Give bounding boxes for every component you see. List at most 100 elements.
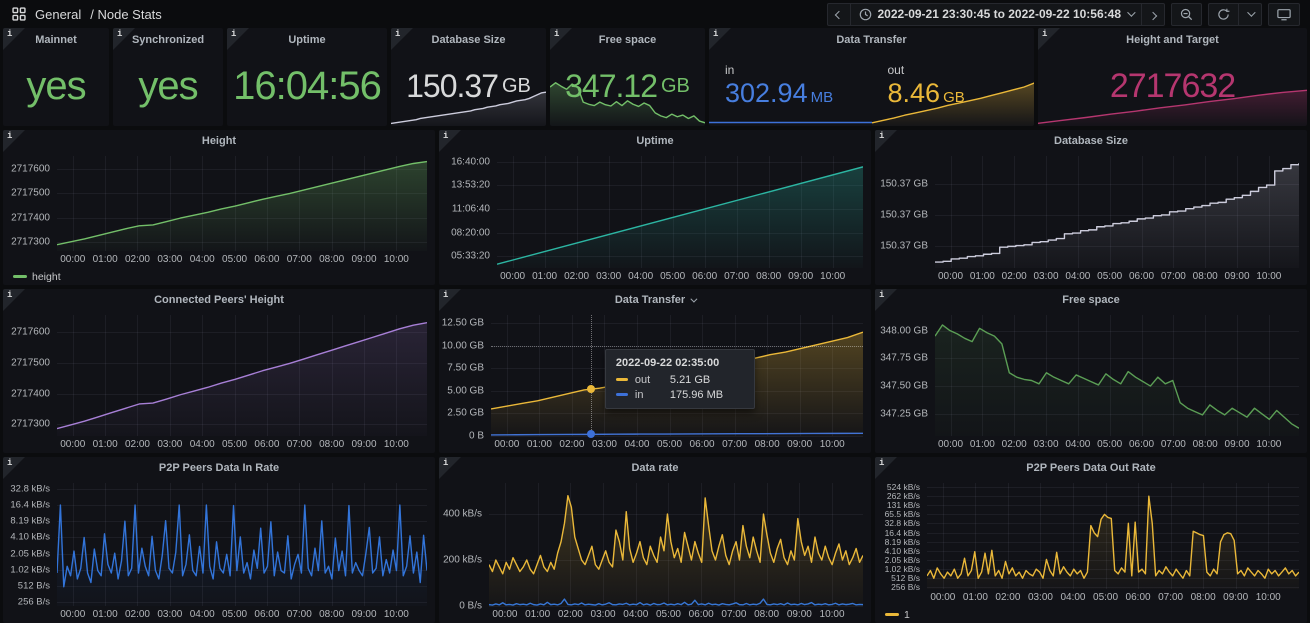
legend-item[interactable]: height	[13, 271, 61, 283]
time-shift-forward-button[interactable]	[1141, 2, 1165, 26]
panel-p2p-data-out-rate: i P2P Peers Data Out Rate 256 B/s 512 B/s…	[875, 457, 1307, 623]
x-axis-tick-label: 01:00	[525, 609, 551, 620]
stat-title: Synchronized	[131, 34, 205, 46]
panel-data-rate: i Data rate 0 B/s 200 kB/s 400 kB/s 00:00 01…	[439, 457, 871, 623]
legend-swatch	[885, 613, 899, 617]
y-axis-tick-label: 200 kB/s	[443, 554, 482, 566]
stat-title: Free space	[598, 34, 657, 46]
x-axis-tick-label: 03:00	[591, 439, 617, 450]
panel-title[interactable]: P2P Peers Data Out Rate	[1026, 462, 1156, 474]
x-axis-tick-label: 02:00	[995, 592, 1021, 603]
x-axis-tick-label: 01:00	[532, 271, 558, 282]
x-axis-tick-label: 07:00	[722, 439, 748, 450]
x-axis-tick-label: 00:00	[938, 271, 964, 282]
stat-value: 16:04:56	[233, 63, 382, 108]
stat-unit: GB	[943, 89, 965, 106]
panel-info-icon[interactable]: i	[439, 457, 461, 479]
x-axis-tick-label: 06:00	[692, 271, 718, 282]
refresh-interval-dropdown[interactable]	[1238, 2, 1262, 26]
panel-title[interactable]: P2P Peers Data In Rate	[158, 462, 280, 474]
p2p-out-rate-plot: 256 B/s 512 B/s 1.02 kB/s 2.05 kB/s 4.10 kB/…	[875, 479, 1307, 606]
panel-info-icon[interactable]: i	[709, 28, 731, 50]
panel-info-icon[interactable]: i	[439, 130, 461, 152]
p2p-in-rate-plot: 256 B/s 512 B/s 1.02 kB/s 2.05 kB/s 4.10 kB/…	[3, 479, 435, 623]
y-axis-tick-label: 150.37 GB	[880, 240, 928, 252]
panel-info-icon[interactable]: i	[227, 28, 249, 50]
breadcrumb-page[interactable]: / Node Stats	[90, 6, 162, 22]
y-axis-tick-label: 12.50 GB	[441, 317, 484, 329]
x-axis-tick-label: 02:00	[1001, 439, 1027, 450]
y-axis-tick-label: 11:06:40	[451, 203, 490, 215]
x-axis-tick-label: 07:00	[1158, 592, 1184, 603]
chart-legend: 1	[875, 606, 1307, 623]
panel-info-icon[interactable]: i	[875, 457, 897, 479]
panel-title[interactable]: Data rate	[631, 462, 679, 474]
y-axis-tick-label: 2.05 kB/s	[884, 554, 920, 565]
data-transfer-plot: 2022-09-22 02:35:00 out 5.21 GB in 175.96 …	[439, 311, 871, 453]
refresh-button[interactable]	[1208, 2, 1238, 26]
y-axis-tick-label: 0 B/s	[459, 600, 482, 612]
x-axis-tick-label: 02:00	[124, 254, 150, 265]
panel-info-icon[interactable]: i	[3, 457, 25, 479]
time-shift-back-button[interactable]	[826, 2, 850, 26]
x-axis-tick-label: 05:00	[1097, 439, 1123, 450]
top-nav-bar: General / Node Stats 2022-09-21 23:30:45…	[0, 0, 1310, 28]
legend-swatch	[13, 275, 27, 279]
x-axis-tick-label: 04:00	[1060, 592, 1086, 603]
y-axis-tick-label: 150.37 GB	[880, 209, 928, 221]
panel-info-icon[interactable]: i	[3, 130, 25, 152]
x-axis-tick-label: 02:00	[124, 609, 150, 620]
y-axis-tick-label: 16.4 kB/s	[884, 527, 920, 538]
tv-mode-button[interactable]	[1268, 2, 1300, 26]
height-plot: 2717300 2717400 2717500 2717600 00:00 01:00 02…	[3, 152, 435, 268]
panel-title[interactable]: Free space	[1062, 294, 1120, 306]
x-axis-tick-label: 09:00	[351, 439, 377, 450]
panel-info-icon[interactable]: i	[391, 28, 413, 50]
hover-point	[586, 384, 595, 393]
panel-title[interactable]: Database Size	[1054, 135, 1128, 147]
panel-info-icon[interactable]: i	[439, 289, 461, 311]
database-size-plot: 150.37 GB 150.37 GB 150.37 GB 00:00 01:00 02:…	[875, 152, 1307, 285]
x-axis-tick-label: 05:00	[222, 254, 248, 265]
x-axis-tick-label: 10:00	[1256, 271, 1282, 282]
x-axis-tick-label: 08:00	[756, 271, 782, 282]
time-range-picker[interactable]: 2022-09-21 23:30:45 to 2022-09-22 10:56:…	[849, 2, 1141, 26]
breadcrumb-section[interactable]: General	[35, 6, 82, 22]
breadcrumb: General / Node Stats	[12, 7, 162, 22]
y-axis-tick-label: 256 B/s	[17, 596, 50, 608]
x-axis-tick-label: 01:00	[92, 439, 118, 450]
panel-info-icon[interactable]: i	[875, 289, 897, 311]
legend-item[interactable]: 1	[885, 609, 910, 621]
zoom-out-button[interactable]	[1171, 2, 1202, 26]
panel-title[interactable]: Height	[201, 135, 237, 147]
x-axis-tick-label: 03:00	[596, 271, 622, 282]
x-axis-tick-label: 05:00	[222, 439, 248, 450]
panel-info-icon[interactable]: i	[875, 130, 897, 152]
dashboards-grid-icon[interactable]	[12, 7, 26, 21]
y-axis-tick-label: 347.75 GB	[880, 352, 928, 364]
x-axis-tick-label: 09:00	[788, 271, 814, 282]
panel-info-icon[interactable]: i	[3, 28, 25, 50]
y-axis-tick-label: 512 B/s	[17, 580, 50, 592]
y-axis-tick-label: 0 B	[468, 430, 484, 442]
panel-title[interactable]: Connected Peers' Height	[154, 294, 284, 306]
x-axis-tick-label: 05:00	[657, 439, 683, 450]
y-axis-tick-label: 13:53:20	[451, 179, 490, 191]
x-axis-tick-label: 00:00	[494, 439, 520, 450]
x-axis-tick-label: 09:00	[1224, 439, 1250, 450]
x-axis-tick-label: 07:00	[724, 271, 750, 282]
panel-info-icon[interactable]: i	[113, 28, 135, 50]
refresh-icon	[1217, 8, 1230, 21]
x-axis-tick-label: 08:00	[319, 254, 345, 265]
panel-info-icon[interactable]: i	[1038, 28, 1060, 50]
clock-icon	[859, 8, 872, 21]
panel-info-icon[interactable]: i	[550, 28, 572, 50]
x-axis-tick-label: 10:00	[820, 271, 846, 282]
panel-data-transfer-stat: i Data Transfer in 302.94 MB out 8.46 GB	[709, 28, 1034, 126]
y-axis-tick-label: 348.00 GB	[880, 325, 928, 337]
panel-info-icon[interactable]: i	[3, 289, 25, 311]
x-axis-tick-label: 06:00	[254, 439, 280, 450]
panel-title[interactable]: Data Transfer	[439, 289, 871, 311]
panel-title[interactable]: Uptime	[636, 135, 674, 147]
y-axis-tick-label: 16:40:00	[451, 156, 490, 168]
